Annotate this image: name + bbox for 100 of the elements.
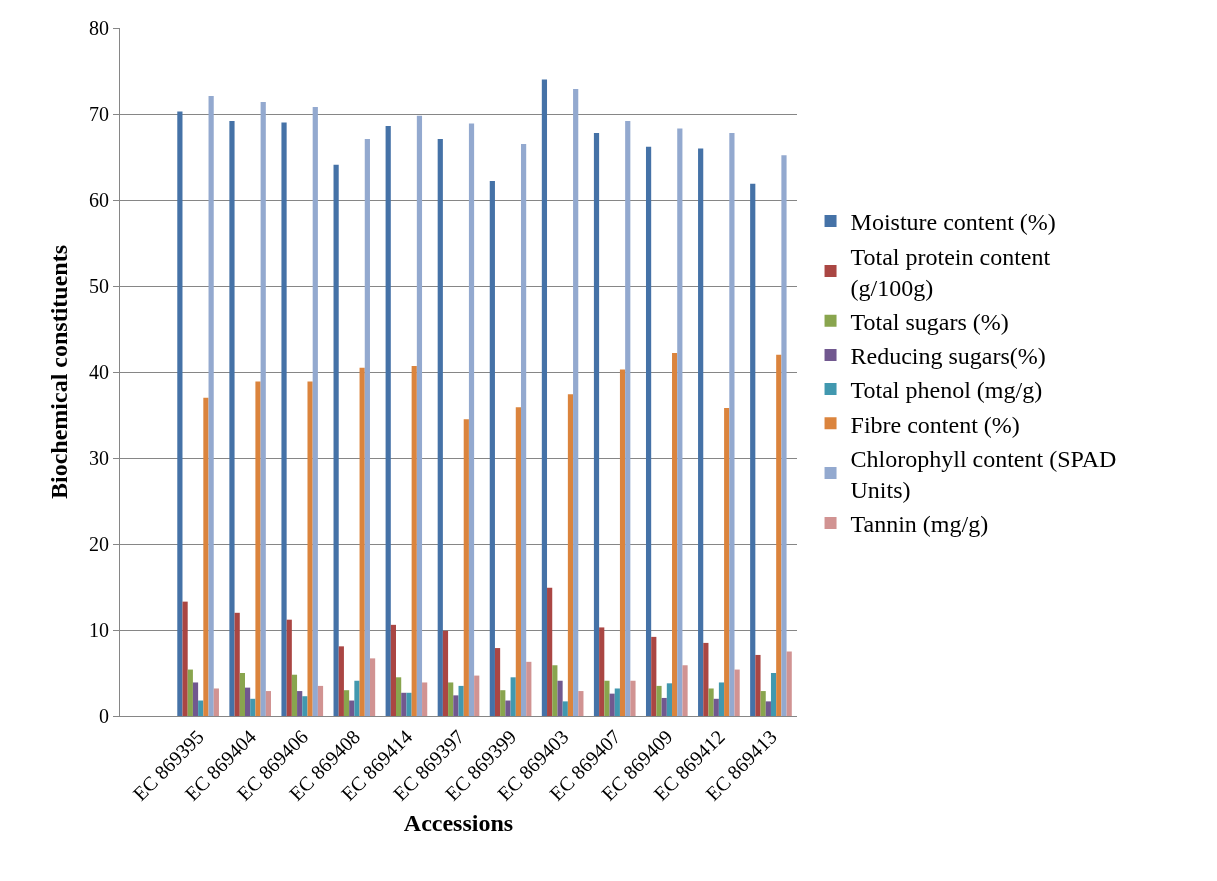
- bar: [515, 407, 521, 716]
- bar: [416, 115, 423, 716]
- y-tick-label: 40: [89, 361, 109, 383]
- bar: [354, 680, 360, 716]
- bar: [781, 155, 787, 716]
- bar: [672, 353, 678, 716]
- bar: [422, 682, 428, 716]
- legend-label: Reducing sugars(%): [850, 343, 1046, 370]
- bar: [364, 138, 370, 716]
- legend-label: Total protein content (g/100g): [850, 243, 1051, 301]
- bar: [281, 122, 287, 716]
- bar: [724, 408, 730, 716]
- bar: [307, 381, 313, 716]
- bar: [213, 688, 219, 716]
- legend-label: Tannin (mg/g): [850, 511, 989, 538]
- bar: [604, 680, 610, 716]
- bar: [468, 123, 475, 716]
- bar: [578, 691, 584, 716]
- bar: [317, 685, 324, 716]
- bar: [645, 146, 652, 716]
- bar: [666, 683, 673, 716]
- bar: [234, 612, 240, 716]
- bar: [614, 688, 620, 716]
- bar: [656, 685, 662, 716]
- bar: [494, 648, 501, 716]
- bar: [396, 677, 402, 716]
- bar: [297, 691, 303, 716]
- bar: [437, 138, 443, 716]
- bar: [765, 701, 771, 716]
- bar: [229, 120, 235, 716]
- legend-label: Fibre content (%): [850, 411, 1020, 438]
- bar: [718, 682, 725, 716]
- bar: [369, 658, 376, 716]
- bar: [755, 654, 761, 716]
- bar: [547, 587, 553, 716]
- bar: [338, 646, 344, 716]
- bar: [510, 677, 516, 716]
- bar: [349, 700, 355, 716]
- bar: [260, 101, 266, 716]
- legend-label: Total sugars (%): [850, 309, 1009, 336]
- bar: [776, 354, 782, 716]
- bar: [520, 144, 527, 716]
- bar: [250, 698, 256, 716]
- bar: [208, 95, 214, 716]
- y-tick-label: 20: [89, 533, 109, 555]
- bar: [442, 630, 449, 716]
- bar: [599, 627, 605, 716]
- bar: [291, 674, 298, 716]
- y-axis-title: Biochemical constituents: [46, 245, 73, 499]
- bar: [239, 673, 245, 716]
- bar: [505, 700, 511, 716]
- bar: [192, 682, 199, 716]
- bar: [750, 183, 756, 716]
- bar: [651, 636, 657, 716]
- bar: [401, 692, 407, 716]
- legend-label: Chlorophyll content (SPAD Units): [850, 445, 1117, 504]
- bar: [244, 687, 251, 716]
- bar: [385, 126, 391, 716]
- bar: [619, 369, 626, 716]
- bar: [713, 698, 719, 716]
- bar: [265, 691, 272, 716]
- x-axis-title: Accessions: [403, 810, 514, 837]
- y-tick-label: 0: [99, 705, 109, 727]
- y-tick-label: 10: [89, 619, 109, 641]
- bar: [708, 688, 714, 716]
- y-tick-label: 60: [89, 189, 109, 211]
- bar: [453, 695, 459, 716]
- bar: [625, 120, 631, 716]
- bar: [255, 381, 261, 716]
- y-tick-label: 70: [89, 103, 109, 125]
- bar: [562, 701, 568, 716]
- y-tick-label: 50: [89, 275, 109, 297]
- bar: [458, 685, 464, 716]
- bar: [500, 690, 506, 716]
- legend-label: Moisture content (%): [850, 209, 1056, 236]
- bar: [573, 89, 579, 716]
- bar: [312, 107, 318, 716]
- bar: [411, 365, 417, 716]
- bar: [406, 692, 412, 716]
- bar: [343, 690, 350, 716]
- bar: [630, 680, 636, 716]
- bar: [661, 697, 667, 716]
- bar: [489, 181, 495, 716]
- bar: [593, 132, 600, 716]
- bar: [703, 642, 709, 716]
- bar: [526, 661, 532, 716]
- bar: [677, 128, 683, 716]
- bar: [682, 665, 688, 716]
- bar: [734, 669, 740, 716]
- bar: [182, 601, 188, 716]
- bar: [474, 675, 480, 716]
- bar: [786, 651, 792, 716]
- bar: [198, 700, 204, 716]
- bar: [698, 148, 704, 716]
- bar: [541, 79, 548, 716]
- bar: [359, 367, 365, 716]
- bar: [390, 624, 397, 716]
- y-tick-label: 80: [89, 17, 109, 39]
- bar: [552, 665, 558, 716]
- bar: [770, 673, 777, 716]
